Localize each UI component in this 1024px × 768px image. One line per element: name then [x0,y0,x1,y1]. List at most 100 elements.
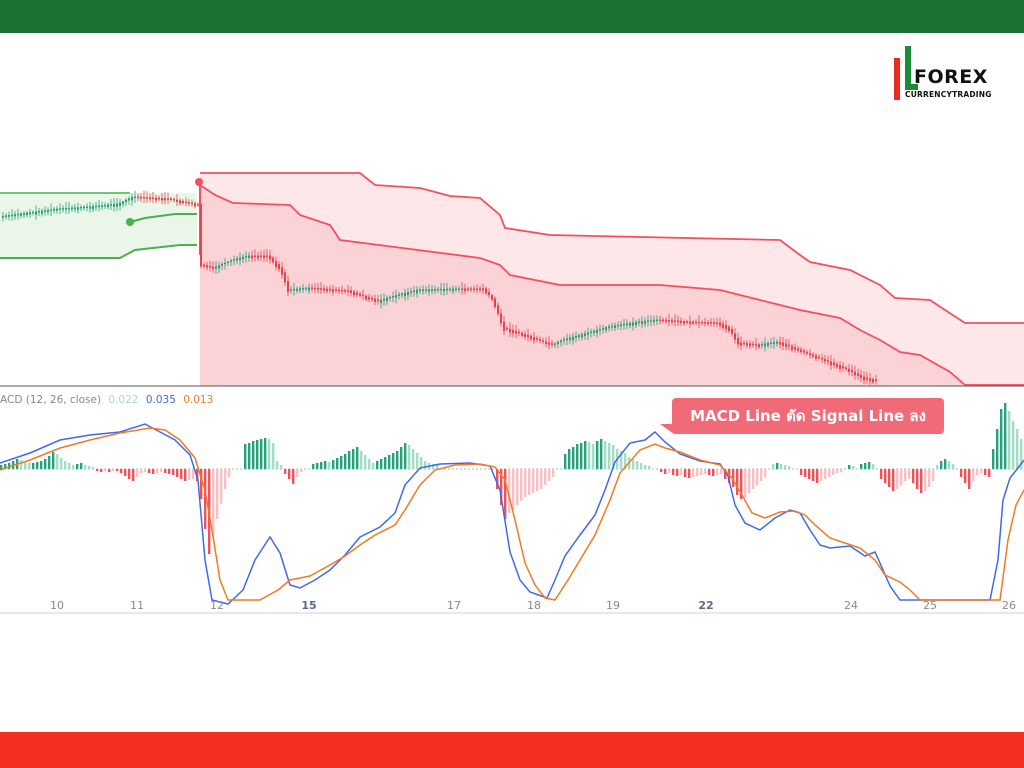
logo-mark-icon [894,46,918,100]
macd-histogram-bar [312,464,315,469]
candle-body [521,332,523,336]
candle-body [284,272,286,283]
macd-histogram-bar [260,439,263,469]
x-tick-label: 18 [527,599,541,612]
macd-histogram-bar [748,469,751,493]
candle-body [389,296,391,299]
macd-histogram-bar [944,459,947,469]
macd-histogram-bar [948,461,951,469]
candle-body [857,373,859,376]
logo-word: FOREX [914,66,988,88]
macd-histogram-bar [928,469,931,487]
macd-histogram-bar [824,469,827,479]
candle-body [263,255,265,258]
macd-histogram-bar [612,445,615,469]
candle-body [800,349,802,352]
macd-histogram-bar [900,469,903,485]
up-band-lower-line [0,244,197,259]
candle-body [452,288,454,292]
candle-body [311,287,313,290]
candle-body [665,319,667,322]
macd-histogram-bar [436,465,439,469]
macd-histogram-bar [908,469,911,479]
macd-histogram-bar [932,469,935,481]
candle-body [440,288,442,291]
macd-histogram-bar [32,463,35,469]
annotation-tail [660,424,674,434]
macd-histogram-bar [784,465,787,469]
candle-body [434,289,436,291]
candle-body [698,321,700,324]
candle-body [734,333,736,340]
macd-histogram-bar [368,459,371,469]
candle-body [536,338,538,340]
macd-histogram-bar [244,444,247,469]
candle-body [545,341,547,344]
macd-histogram-bar [804,469,807,477]
macd-histogram-bar [48,456,51,469]
candle-body [527,335,529,337]
candle-body [575,335,577,338]
candle-body [170,198,172,200]
macd-histogram-bar [200,469,203,499]
candle-body [293,288,295,291]
macd-histogram-bar [164,469,167,473]
chart-svg: 10 11 12 15 17 18 19 22 24 25 26 [0,172,1024,614]
candle-body [686,321,688,323]
macd-histogram-bar [904,469,907,481]
macd-histogram-bar [360,451,363,469]
candle-body [119,202,121,206]
macd-legend-signal-value: 0.013 [183,394,214,406]
macd-histogram-bar [120,469,123,473]
macd-histogram-bar [76,464,79,469]
macd-histogram-bar [376,461,379,469]
candle-body [689,321,691,324]
candle-body [83,206,85,209]
macd-legend-label: ACD (12, 26, close) [0,394,102,406]
candle-body [872,378,874,383]
macd-histogram-bar [724,469,727,479]
macd-histogram-bar [988,469,991,477]
candle-body [191,202,193,205]
macd-histogram-bar [400,447,403,469]
macd-histogram-bar [248,443,251,469]
candle-body [410,291,412,293]
candle-body [314,287,316,290]
macd-histogram-bar [816,469,819,483]
candle-body [74,207,76,210]
candle-body [695,321,697,324]
candle-body [272,257,274,263]
macd-histogram-bar [324,461,327,469]
macd-histogram-bar [644,465,647,469]
macd-histogram-bar [408,445,411,469]
candle-body [428,289,430,292]
candle-body [644,320,646,324]
macd-histogram-bar [984,469,987,475]
macd-histogram-bar [992,449,995,469]
candle-body [125,199,127,203]
candle-body [707,322,709,324]
candle-body [719,322,721,326]
candle-body [404,292,406,297]
macd-histogram-bar [528,469,531,495]
candle-body [596,329,598,334]
candle-body [23,213,25,215]
candle-body [80,206,82,209]
candle-body [344,290,346,292]
candle-body [569,337,571,340]
macd-histogram-bar [596,441,599,469]
macd-histogram-bar [300,469,303,472]
macd-legend-macd-value: 0.035 [145,394,176,406]
candle-body [71,207,73,210]
candle-body [371,297,373,300]
candle-body [623,323,625,326]
candle-body [464,288,466,291]
macd-histogram-bar [552,469,555,477]
candle-body [356,292,358,295]
macd-histogram-bar [64,461,67,469]
macd-histogram-bar [392,453,395,469]
candle-body [236,258,238,261]
macd-histogram-bar [148,469,151,473]
macd-histogram-bar [284,469,287,474]
candle-body [365,295,367,300]
